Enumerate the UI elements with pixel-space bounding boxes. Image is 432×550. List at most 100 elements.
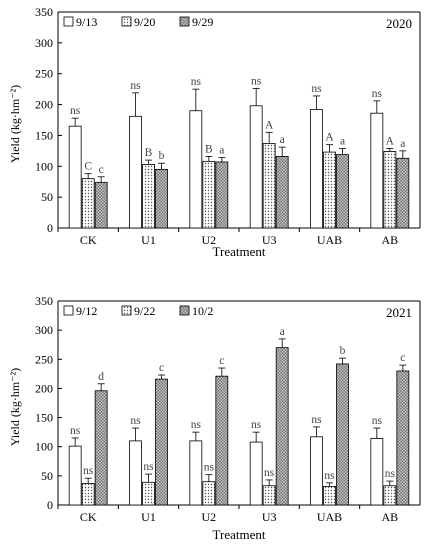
y-tick-label: 0 — [47, 221, 53, 235]
bar — [249, 105, 263, 229]
bar — [262, 143, 276, 229]
y-tick-label: 350 — [35, 294, 53, 308]
chart-panel-2021: 0 50 100 150 200 250 300 350 CK U1 U2 U3 UAB AB ns ns ns… — [8, 294, 421, 542]
significance-label: ns — [372, 88, 383, 100]
bar — [68, 445, 82, 506]
legend-label: 9/22 — [134, 304, 155, 318]
bar — [215, 161, 229, 229]
y-axis-title: Yield (kg·hm⁻²) — [8, 85, 22, 163]
y-tick-label: 100 — [35, 159, 53, 173]
significance-label: ns — [251, 76, 262, 88]
bar — [323, 485, 336, 506]
x-axis-title: Treatment — [213, 244, 266, 259]
legend-swatch — [63, 305, 74, 316]
significance-label: A — [386, 135, 395, 147]
bar — [155, 168, 168, 229]
x-tick-label: U1 — [141, 233, 156, 247]
significance-label: b — [340, 345, 346, 357]
x-tick-label: CK — [80, 233, 97, 247]
significance-label: B — [205, 143, 213, 155]
y-tick-label: 300 — [35, 36, 53, 50]
bar — [275, 347, 289, 506]
significance-label: c — [219, 355, 224, 367]
significance-label: a — [219, 145, 224, 157]
legend-label: 9/13 — [76, 15, 97, 29]
bar — [189, 110, 203, 229]
bar — [262, 485, 276, 506]
x-tick-label: AB — [381, 510, 398, 524]
x-tick-label: AB — [381, 233, 398, 247]
significance-label: ns — [324, 470, 335, 482]
legend-swatch — [179, 305, 190, 316]
significance-label: ns — [264, 467, 275, 479]
significance-label: ns — [372, 415, 383, 427]
significance-label: a — [280, 326, 285, 338]
bar — [275, 156, 289, 229]
bar — [370, 438, 384, 506]
bar — [129, 440, 142, 506]
bar — [202, 160, 216, 229]
significance-label: ns — [191, 419, 202, 431]
y-tick-label: 0 — [47, 498, 53, 512]
bar — [142, 481, 155, 506]
significance-label: ns — [251, 419, 262, 431]
bar — [215, 375, 229, 506]
bar — [310, 109, 323, 229]
significance-label: ns — [311, 414, 322, 426]
y-axis-title: Yield (kg·hm⁻²) — [8, 368, 22, 446]
bar — [249, 441, 263, 506]
bar — [94, 390, 108, 506]
bar — [189, 440, 203, 506]
y-tick-label: 150 — [35, 411, 53, 425]
bar — [336, 363, 349, 506]
legend-swatch — [179, 16, 190, 27]
legend-label: 9/12 — [76, 304, 97, 318]
legend-swatch — [121, 305, 132, 316]
bar — [81, 483, 95, 506]
y-tick-label: 250 — [35, 67, 53, 81]
significance-label: ns — [311, 83, 322, 95]
y-tick-label: 250 — [35, 352, 53, 366]
significance-label: C — [84, 161, 92, 173]
bar — [129, 115, 142, 229]
significance-label: ns — [191, 76, 202, 88]
y-tick-label: 350 — [35, 5, 53, 19]
significance-label: a — [280, 134, 285, 146]
significance-label: A — [325, 132, 334, 144]
legend-label: 10/2 — [192, 304, 213, 318]
x-tick-label: UAB — [317, 510, 342, 524]
bar — [370, 112, 384, 229]
x-tick-label: U3 — [262, 510, 277, 524]
significance-label: B — [145, 147, 153, 159]
bar — [155, 378, 168, 506]
bar — [142, 164, 155, 229]
legend-label: 9/20 — [134, 15, 155, 29]
significance-label: c — [159, 362, 164, 374]
y-tick-label: 300 — [35, 323, 53, 337]
y-tick-label: 200 — [35, 381, 53, 395]
legend-label: 9/29 — [192, 15, 213, 29]
x-tick-label: U1 — [141, 510, 156, 524]
bar — [396, 157, 410, 229]
significance-label: ns — [385, 468, 396, 480]
y-tick-label: 50 — [41, 190, 53, 204]
legend-swatch — [121, 16, 132, 27]
significance-label: ns — [130, 415, 141, 427]
significance-label: ns — [130, 80, 141, 92]
bar — [81, 178, 95, 229]
year-label: 2021 — [386, 305, 412, 320]
x-tick-label: U2 — [201, 510, 216, 524]
y-tick-label: 100 — [35, 440, 53, 454]
x-tick-label: UAB — [317, 233, 342, 247]
x-tick-label: U3 — [262, 233, 277, 247]
bar — [336, 154, 349, 229]
significance-label: d — [98, 371, 104, 383]
bar — [310, 436, 323, 506]
x-tick-label: CK — [80, 510, 97, 524]
year-label: 2020 — [386, 16, 412, 31]
x-axis-title: Treatment — [213, 527, 266, 542]
significance-label: a — [400, 138, 405, 150]
bar — [202, 481, 216, 506]
